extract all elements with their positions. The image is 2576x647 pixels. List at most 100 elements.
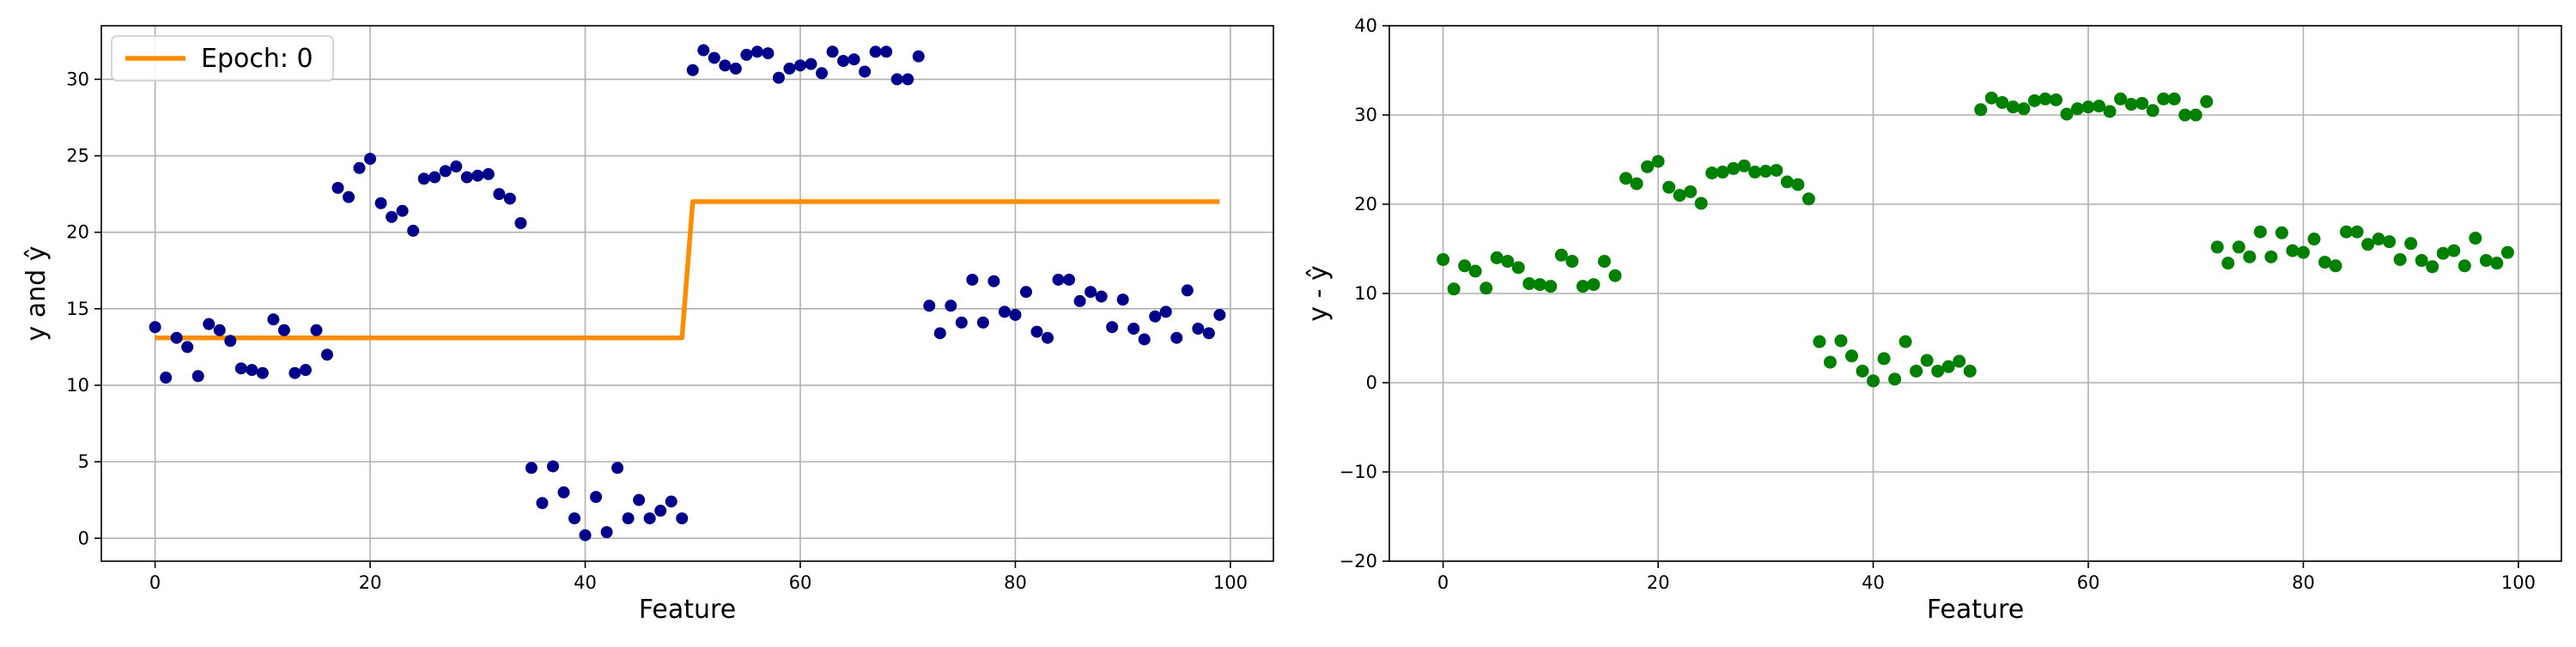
y-tick-label: 30 [66,69,89,89]
fit-line [155,199,1220,341]
data-point [1727,161,1741,175]
data-point [234,362,247,375]
data-point [1619,172,1633,185]
y-tick-label: 0 [78,528,89,548]
right-chart: 0 20 40 60 80 100 −20 −10 0 10 20 30 40 Feature y - ŷ [1303,15,2562,625]
data-point [902,73,914,86]
data-point [1931,364,1945,378]
data-point [256,366,269,379]
data-point [2049,93,2063,106]
data-point [1149,310,1162,323]
data-point [966,273,979,286]
data-point [1587,278,1601,292]
data-point [493,188,506,201]
data-point [546,460,559,473]
data-point [2286,244,2300,257]
data-point [633,493,646,506]
data-point [1673,189,1686,203]
y-axis-label: y - ŷ [1303,265,1334,321]
data-point [1974,103,1988,117]
data-point [1501,255,1515,269]
data-point [1641,160,1655,173]
data-point [1737,159,1751,172]
data-point [1834,334,1848,348]
data-point [1554,248,1568,262]
data-point [708,51,720,64]
data-point [1899,335,1912,348]
data-point [654,505,667,517]
data-point [525,462,538,475]
data-point [1996,95,2009,109]
data-point [568,512,581,525]
data-point [428,171,441,184]
data-point [783,62,796,75]
data-point [482,167,495,180]
data-point [945,299,957,312]
data-point [1138,333,1151,346]
x-tick-label: 100 [2501,572,2536,593]
data-point [2027,94,2041,107]
data-point [1780,175,1794,189]
data-point [1844,349,1858,363]
data-point [1213,308,1226,321]
data-point [1458,259,1472,273]
data-point [1533,278,1546,292]
data-point [890,73,903,86]
data-point [2479,254,2493,268]
data-point [676,512,689,525]
data-point [611,462,624,475]
data-point [1042,331,1054,344]
data-point [2469,232,2482,245]
data-point [859,65,872,78]
data-point [417,172,430,185]
data-point [1127,323,1140,336]
y-tick-label: 10 [66,375,89,396]
y-tick-label: 20 [1354,194,1377,215]
data-point [600,526,613,539]
x-tick-label: 40 [574,572,597,593]
data-point [2157,92,2171,106]
data-point [1651,154,1665,168]
data-point [439,165,452,178]
data-point [2081,100,2095,114]
data-point [1009,308,1022,321]
data-point [1170,331,1183,344]
data-point [213,324,226,336]
data-point [1608,269,1622,282]
data-point [2017,102,2031,116]
y-tick-label: 30 [1354,105,1377,125]
y-tick-label: 5 [78,451,89,472]
data-point [933,327,946,340]
data-point [2415,254,2428,268]
data-point [2178,108,2192,122]
data-point [1052,273,1065,286]
data-point [816,67,829,80]
data-point [267,313,280,326]
data-point [2426,260,2439,274]
data-point [1073,294,1086,307]
data-point [1544,280,1558,293]
y-tick-label: −10 [1340,462,1377,482]
data-point [622,512,635,525]
data-point [686,63,699,76]
data-point [289,366,301,379]
data-point [2329,259,2342,273]
data-point [2275,226,2288,239]
data-point [1116,293,1129,306]
data-point [976,316,989,329]
data-point [2318,256,2331,269]
data-point [1963,364,1977,378]
legend-label: Epoch: 0 [201,44,313,74]
data-point [407,224,420,237]
data-point [1565,255,1579,269]
data-point [1630,177,1643,190]
data-point [2307,233,2321,246]
data-point [2038,92,2052,106]
data-point [1748,166,1762,179]
data-point [2060,107,2074,121]
y-tick-label: 15 [66,299,89,319]
data-point [1576,280,1589,293]
data-point [557,486,570,499]
data-point [471,169,484,182]
data-point [1084,286,1097,299]
